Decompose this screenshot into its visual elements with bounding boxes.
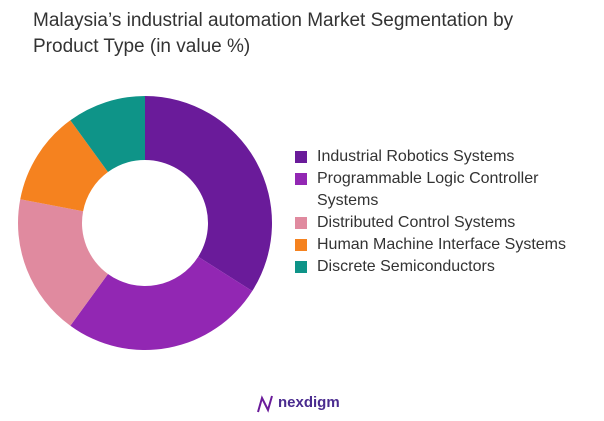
slice <box>17 199 108 326</box>
legend-swatch <box>295 173 307 185</box>
legend-item: Programmable Logic Controller Systems <box>293 168 583 212</box>
legend-item: Distributed Control Systems <box>293 212 583 234</box>
logo-icon <box>257 395 273 413</box>
legend-label: Human Machine Interface Systems <box>317 236 566 253</box>
legend-label: Programmable Logic Controller Systems <box>317 170 539 209</box>
slice <box>20 120 108 212</box>
legend-item: Discrete Semiconductors <box>293 256 583 278</box>
legend-item: Human Machine Interface Systems <box>293 234 583 256</box>
legend-swatch <box>295 151 307 163</box>
legend-label: Discrete Semiconductors <box>317 258 495 275</box>
legend: Industrial Robotics Systems Programmable … <box>293 146 583 278</box>
legend-item: Industrial Robotics Systems <box>293 146 583 168</box>
slice <box>70 256 253 350</box>
slice <box>145 96 272 292</box>
legend-label: Distributed Control Systems <box>317 214 516 231</box>
legend-swatch <box>295 261 307 273</box>
legend-swatch <box>295 239 307 251</box>
slice <box>70 96 145 173</box>
legend-swatch <box>295 217 307 229</box>
legend-label: Industrial Robotics Systems <box>317 148 515 165</box>
chart-title: Malaysia’s industrial automation Market … <box>33 10 514 57</box>
brand: nexdigm <box>278 394 340 411</box>
